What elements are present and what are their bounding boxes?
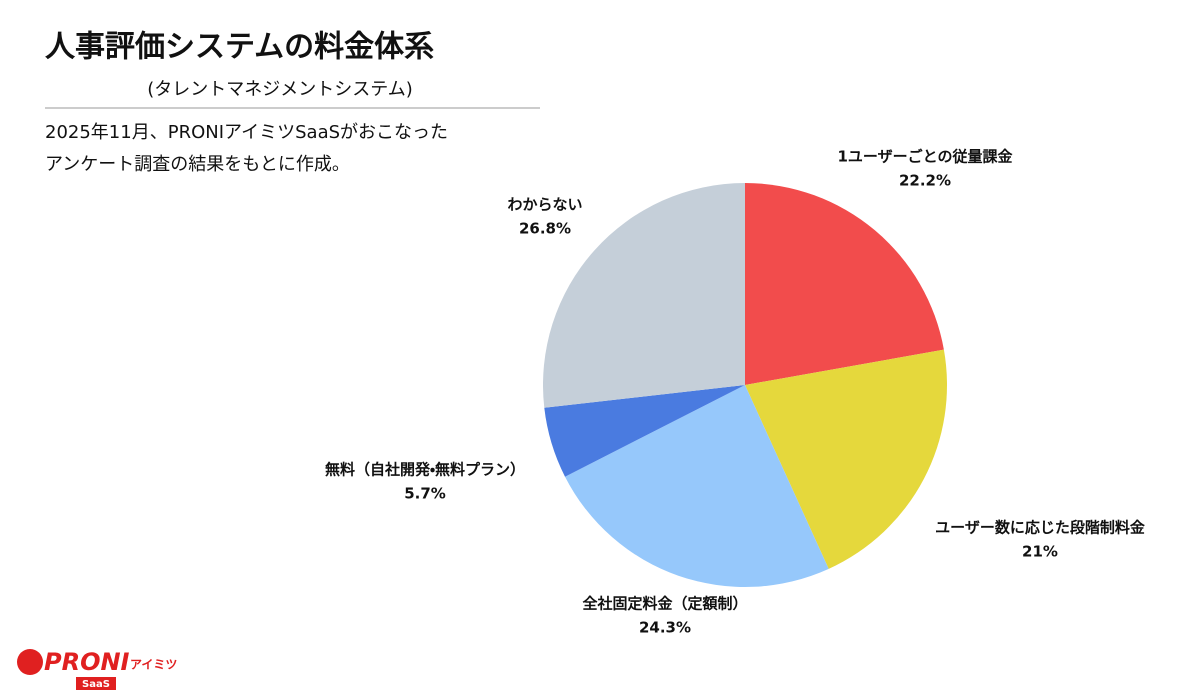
slice-label: ユーザー数に応じた段階制料金 bbox=[935, 519, 1146, 537]
slice-value-label: 21% bbox=[1022, 543, 1058, 561]
chart-title: 人事評価システムの料金体系 bbox=[44, 30, 434, 65]
note: 2025年11月、PRONIアイミツSaaSがおこなった bbox=[45, 122, 448, 143]
logo-tag: SaaS bbox=[82, 679, 110, 690]
logo-icon bbox=[17, 649, 43, 675]
pie-slice bbox=[544, 385, 745, 477]
pie-slice bbox=[745, 183, 944, 385]
slice-value-label: 26.8% bbox=[519, 220, 571, 238]
pie-slice bbox=[745, 349, 947, 569]
slice-value-label: 24.3% bbox=[639, 619, 691, 637]
slice-value-label: 22.2% bbox=[899, 172, 951, 190]
slice-label: 1ユーザーごとの従量課金 bbox=[838, 148, 1014, 166]
logo-brand: PRONI bbox=[44, 648, 130, 676]
logo: PRONI アイミツ SaaS bbox=[17, 648, 177, 690]
slice-label: 無料（自社開発・無料プラン） bbox=[325, 461, 525, 479]
slice-value-label: 5.7% bbox=[404, 485, 446, 503]
note: アンケート調査の結果をもとに作成。 bbox=[45, 154, 350, 175]
slice-label: 全社固定料金（定額制） bbox=[582, 595, 747, 613]
logo-sub: アイミツ bbox=[130, 658, 177, 672]
logo-tag-bg bbox=[76, 677, 116, 690]
chart-subtitle: (タレントマネジメントシステム) bbox=[147, 79, 413, 100]
slice-label: わからない bbox=[507, 196, 582, 214]
pie-slice bbox=[543, 183, 745, 408]
pie-slice bbox=[565, 385, 829, 587]
